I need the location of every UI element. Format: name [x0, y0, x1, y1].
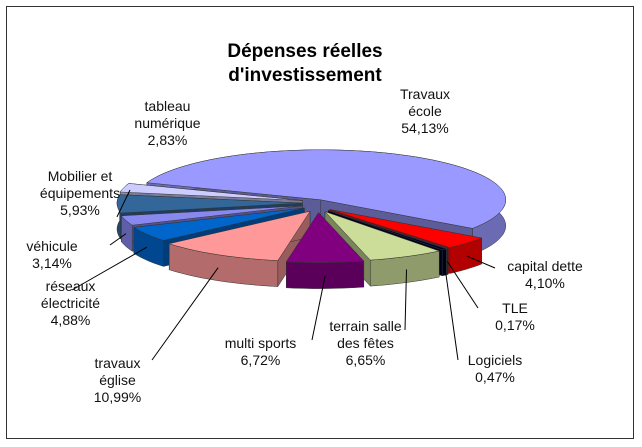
- slice: [119, 183, 303, 201]
- leader-line: [151, 267, 219, 361]
- slice: [168, 210, 311, 261]
- category-label: multi sports: [224, 335, 297, 351]
- leader-line: [109, 233, 127, 246]
- category-label: Travaux école: [399, 86, 451, 119]
- category-label: réseaux électricité: [40, 278, 101, 311]
- slice-label: Logiciels 0,47%: [455, 352, 535, 386]
- slice: [329, 209, 483, 248]
- category-label: Logiciels: [467, 352, 523, 368]
- slice: [324, 211, 441, 261]
- value-label: 4,88%: [50, 312, 91, 328]
- slice-label: travaux église 10,99%: [85, 355, 150, 406]
- value-label: 4,10%: [525, 275, 565, 291]
- value-label: 6,72%: [240, 352, 281, 368]
- slice-label: capital dette 4,10%: [490, 258, 600, 292]
- leader-line: [404, 269, 407, 331]
- leader-line: [443, 262, 459, 361]
- chart-frame: [6, 6, 634, 439]
- slice-label: multi sports 6,72%: [208, 335, 313, 369]
- category-label: travaux église: [94, 355, 141, 388]
- leader-line: [71, 246, 148, 291]
- chart-title: Dépenses réelles d'investissement: [227, 41, 383, 86]
- value-label: 6,65%: [345, 352, 386, 368]
- slice-label: terrain salle des fêtes 6,65%: [318, 318, 413, 369]
- slice-label: véhicule 3,14%: [12, 238, 92, 272]
- leader-line: [116, 189, 131, 218]
- slice: [133, 207, 305, 241]
- slice-label: tableau numérique 2,83%: [120, 98, 215, 149]
- slice-label: Mobilier et équipements 5,93%: [20, 168, 140, 219]
- category-label: véhicule: [26, 238, 78, 254]
- value-label: 0,17%: [495, 317, 535, 333]
- category-label: capital dette: [507, 258, 583, 274]
- category-label: TLE: [502, 300, 528, 316]
- value-label: 2,83%: [147, 132, 188, 148]
- leader-line: [311, 275, 326, 341]
- value-label: 0,47%: [475, 369, 515, 385]
- slice: [285, 212, 365, 263]
- value-label: 5,93%: [60, 202, 100, 218]
- leader-line: [466, 255, 496, 269]
- slice-wall: [286, 260, 365, 289]
- slice: [328, 210, 448, 251]
- value-label: 3,14%: [32, 255, 72, 271]
- category-label: tableau numérique: [134, 98, 201, 131]
- value-label: 54,13%: [401, 120, 449, 136]
- leader-line: [446, 261, 479, 309]
- slice: [120, 205, 303, 226]
- slice-label: réseaux électricité 4,88%: [28, 278, 113, 329]
- slice: [146, 149, 506, 229]
- value-label: 10,99%: [93, 389, 142, 405]
- slice-label: Travaux école 54,13%: [385, 86, 465, 137]
- slice-label: TLE 0,17%: [490, 300, 540, 334]
- category-label: terrain salle des fêtes: [329, 318, 402, 351]
- category-label: Mobilier et équipements: [39, 168, 121, 201]
